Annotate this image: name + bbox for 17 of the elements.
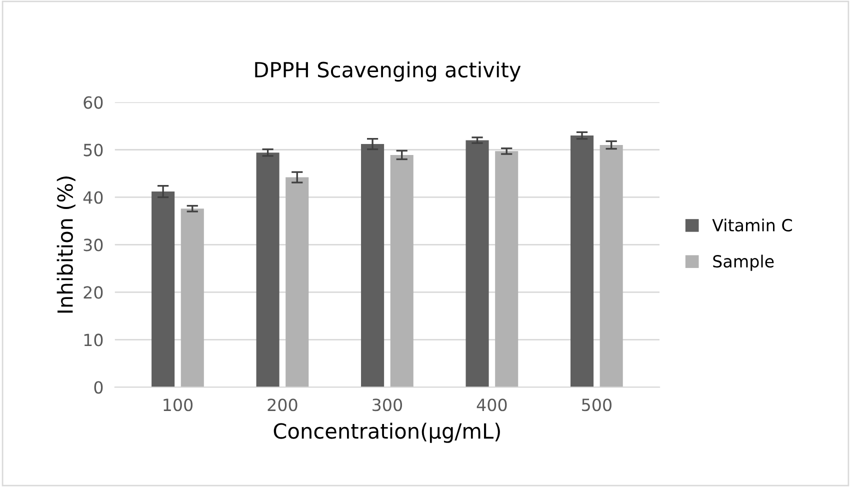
x-tick-label: 400 — [476, 398, 507, 412]
y-tick-label: 0 — [94, 381, 103, 394]
x-axis-title: Concentration(μg/mL) — [274, 422, 500, 443]
y-tick-label: 60 — [84, 96, 103, 109]
y-tick-label: 50 — [84, 144, 103, 156]
chart-title: DPPH Scavenging activity — [255, 61, 521, 82]
y-tick-label: 40 — [83, 191, 103, 204]
y-tick-label: 30 — [84, 238, 103, 252]
x-tick-label: 200 — [268, 398, 298, 412]
x-tick-label: 100 — [164, 398, 193, 412]
y-tick-label: 20 — [84, 286, 103, 299]
legend-label: Vitamin C — [712, 218, 792, 232]
legend-label: Sample — [713, 254, 774, 271]
y-tick-label: 10 — [84, 334, 103, 346]
y-axis-title: Inhibition (%) — [56, 176, 76, 313]
x-tick-label: 300 — [372, 398, 402, 412]
x-tick-label: 500 — [582, 398, 612, 412]
